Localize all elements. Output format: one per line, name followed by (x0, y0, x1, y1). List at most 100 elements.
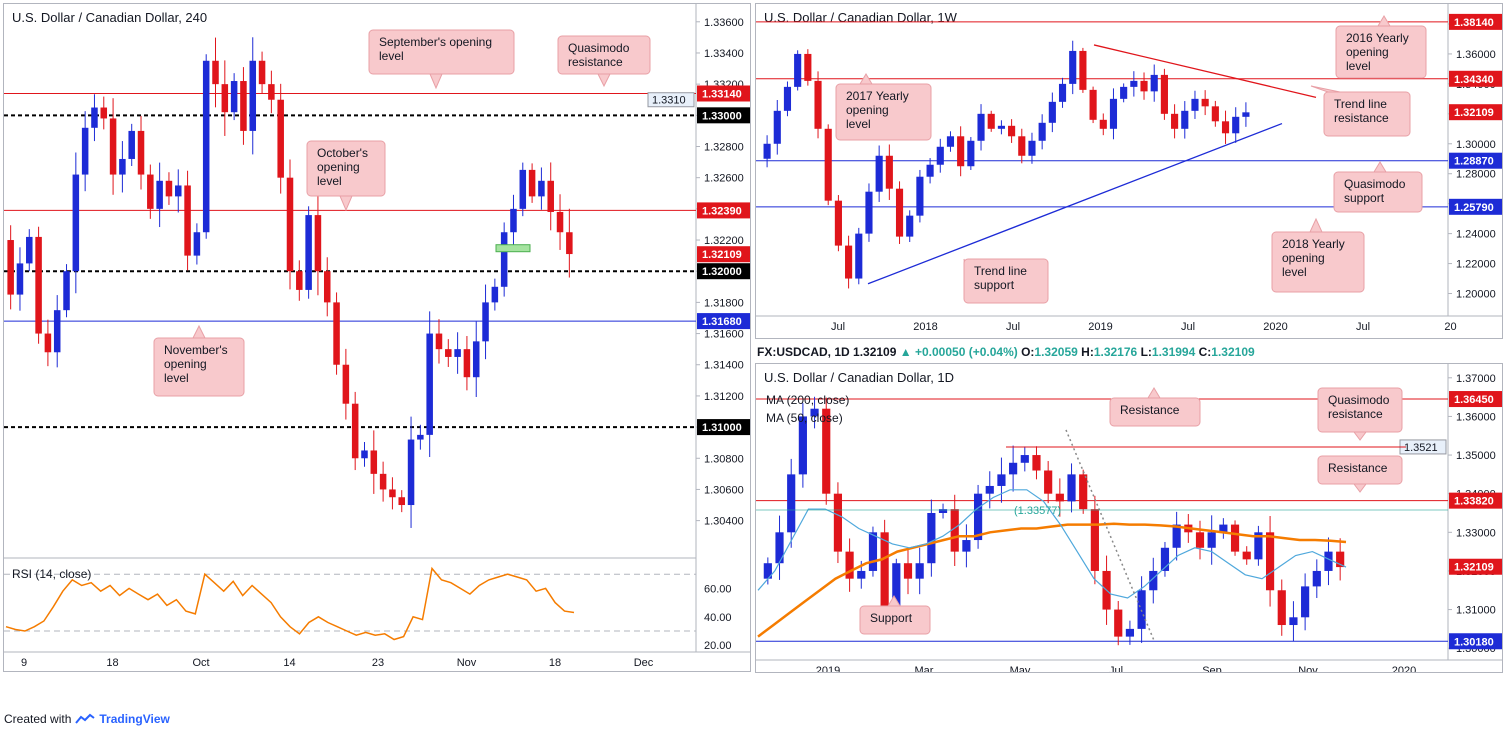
chart-1d-panel[interactable]: U.S. Dollar / Canadian Dollar, 1D 1.37000… (755, 363, 1503, 673)
candle (407, 416, 415, 528)
candle (845, 235, 853, 289)
candle (305, 206, 312, 299)
price-tick-label: 1.31200 (704, 391, 744, 403)
callout-box (1323, 91, 1411, 137)
annotation-callout: Resistance (1109, 387, 1201, 427)
candle (389, 477, 396, 510)
price-badge-label: 1.36450 (1454, 394, 1494, 406)
annotation-callout: Trend line resistance (1310, 85, 1411, 137)
candle (1018, 128, 1026, 164)
up-arrow-icon: ▲ (899, 345, 912, 359)
price-tick-label: 1.30600 (704, 484, 744, 496)
chart-1w-svg: U.S. Dollar / Canadian Dollar, 1W1.38000… (756, 4, 1502, 333)
chart-4h-panel[interactable]: U.S. Dollar / Canadian Dollar, 240 1.3360… (3, 3, 751, 672)
price-badge-bg (1449, 70, 1502, 87)
candle-body (314, 215, 322, 272)
candle-body (407, 439, 415, 506)
open-value: 1.32059 (1034, 345, 1078, 359)
candle (915, 547, 924, 595)
candle (398, 490, 405, 513)
candle-body (1242, 112, 1250, 117)
candle (63, 264, 70, 318)
price-tick-label: 1.33400 (704, 48, 744, 60)
candle-body (1114, 609, 1123, 637)
price-badge: 1.31000 (697, 419, 750, 436)
credit-brand[interactable]: TradingView (99, 712, 170, 726)
price-tick-label: 1.31000 (1456, 605, 1496, 617)
candle (1277, 579, 1286, 636)
price-tick-label: 1.36000 (1456, 49, 1496, 61)
chart-1w-panel[interactable]: U.S. Dollar / Canadian Dollar, 1W1.38000… (755, 3, 1503, 339)
fib-level-label: (1.33577) (1014, 505, 1061, 517)
price-badge: 1.32109 (1449, 558, 1502, 575)
chart-4h-svg: U.S. Dollar / Canadian Dollar, 240 1.3360… (4, 4, 750, 669)
candle-body (916, 176, 924, 216)
candle (417, 424, 424, 450)
rsi-tick-label: 20.00 (704, 640, 732, 652)
candle-body (1079, 474, 1088, 510)
candle-body (72, 174, 80, 272)
callout-label: October's opening level (317, 146, 368, 188)
candle-body (833, 493, 843, 552)
annotation-callout: November's opening level (153, 324, 245, 397)
candle (566, 208, 573, 278)
candle-body (987, 113, 995, 129)
candle (519, 162, 527, 217)
callout-label: 2016 Yearly opening level (1346, 31, 1409, 73)
close-label: C: (1198, 345, 1212, 359)
candle (35, 226, 42, 344)
trend-line-support (867, 122, 1283, 285)
candle (7, 225, 14, 310)
candle (240, 67, 247, 145)
candle-body (1058, 83, 1067, 102)
candle (193, 223, 201, 265)
candle-body (258, 60, 266, 85)
candle-body (286, 177, 294, 272)
price-badge-bg (1449, 104, 1502, 121)
candle (1232, 107, 1240, 143)
candle (379, 461, 387, 502)
candle (798, 403, 807, 488)
chart-title: U.S. Dollar / Canadian Dollar, 1D (764, 370, 954, 385)
callout-box (306, 140, 386, 197)
candle-body (962, 540, 971, 552)
candle-body (296, 271, 303, 290)
candle-body (454, 349, 461, 357)
ma50-legend: MA (50, close) (766, 411, 843, 425)
candle (938, 503, 948, 519)
candle (491, 278, 499, 311)
candle (1230, 520, 1240, 556)
price-tick-label: 1.28000 (1456, 169, 1496, 181)
candle (1079, 47, 1087, 93)
candle (916, 169, 924, 223)
candle (926, 158, 934, 184)
price-change: +0.00050 (+0.04%) (914, 345, 1018, 359)
candle-body (510, 208, 517, 233)
candle-body (950, 509, 959, 552)
candle (342, 348, 350, 420)
time-tick-label: 2020 (1263, 321, 1287, 333)
callout-box (153, 337, 245, 397)
callout-label: Trend line resistance (1334, 97, 1389, 125)
candle-body (927, 513, 936, 564)
candle (1181, 101, 1189, 139)
candle (810, 396, 819, 429)
candle-body (184, 185, 191, 256)
time-tick-label: Jul (1006, 321, 1020, 333)
candle-body (834, 200, 842, 246)
price-tick-label: 1.30400 (704, 516, 744, 528)
candle (426, 311, 433, 458)
annotation-callout: September's opening level (368, 29, 515, 90)
candle-body (491, 286, 499, 303)
candle-body (389, 489, 396, 498)
candle (1079, 469, 1088, 514)
candle (1150, 64, 1158, 102)
candle (1160, 541, 1170, 577)
candle-body (1018, 136, 1026, 156)
ma50-line (757, 489, 1347, 599)
time-tick-label: 14 (283, 657, 295, 669)
candle-body (810, 408, 819, 417)
candle-body (787, 474, 796, 533)
candle-body (1277, 590, 1286, 626)
candle-body (221, 84, 229, 113)
